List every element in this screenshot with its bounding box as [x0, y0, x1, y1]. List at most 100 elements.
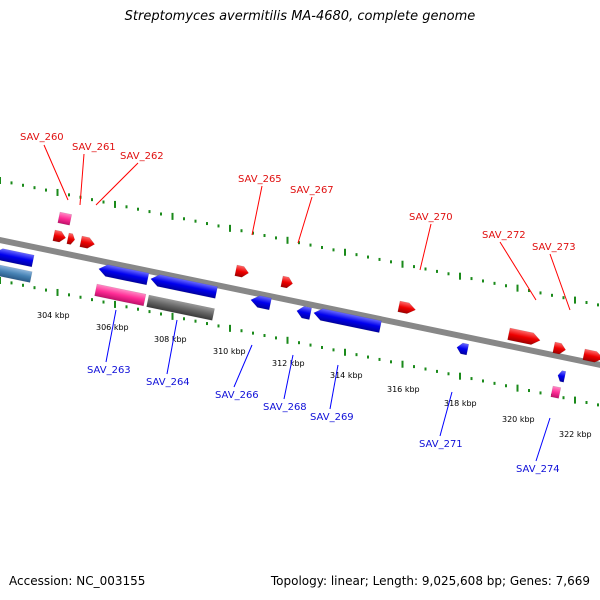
forward-tick-mark	[148, 210, 151, 214]
forward-tick-mark	[574, 296, 576, 304]
reverse-tick-mark	[263, 334, 266, 338]
forward-tick-mark	[33, 186, 36, 190]
gene-leader-line	[79, 153, 85, 206]
reverse-tick-mark	[401, 360, 404, 368]
gene-leader-line	[233, 344, 253, 388]
gene-leader-line	[95, 162, 139, 206]
tick-label: 320 kbp	[502, 415, 535, 424]
gene-label[interactable]: SAV_260	[20, 132, 64, 143]
forward-tick-mark	[321, 245, 323, 249]
reverse-tick-mark	[160, 312, 162, 316]
forward-tick-mark	[413, 265, 415, 269]
reverse-tick-mark	[539, 391, 542, 395]
forward-tick-mark	[102, 200, 105, 204]
gene-arrow-forward	[79, 235, 95, 249]
forward-tick-mark	[505, 284, 507, 288]
gene-leader-line	[329, 364, 339, 410]
tick-label: 304 kbp	[37, 311, 70, 320]
gene-label[interactable]: SAV_271	[419, 439, 463, 450]
reverse-tick-mark	[56, 288, 59, 296]
gene-label[interactable]: SAV_272	[482, 230, 526, 241]
reverse-tick-mark	[286, 336, 289, 344]
gene-label[interactable]: SAV_274	[516, 464, 560, 475]
gene-leader-line	[419, 223, 432, 271]
gene-leader-line	[283, 354, 294, 400]
gene-label[interactable]: SAV_265	[238, 174, 282, 185]
forward-tick-mark	[493, 281, 496, 285]
forward-tick-mark	[137, 207, 139, 211]
forward-tick-mark	[355, 253, 358, 257]
reverse-tick-mark	[10, 281, 13, 285]
gene-label[interactable]: SAV_269	[310, 412, 354, 423]
reverse-tick-mark	[505, 384, 507, 388]
reverse-tick-mark	[183, 317, 185, 321]
gene-label[interactable]: SAV_261	[72, 142, 116, 153]
reverse-tick-mark	[424, 367, 427, 371]
reverse-tick-mark	[470, 377, 473, 381]
reverse-tick-mark	[562, 396, 565, 400]
gene-arrow-forward	[66, 232, 76, 245]
forward-tick-mark	[217, 224, 220, 228]
reverse-tick-mark	[240, 329, 243, 333]
reverse-tick-mark	[459, 372, 461, 380]
forward-tick-mark	[194, 219, 197, 223]
forward-tick-mark	[56, 188, 59, 196]
reverse-tick-mark	[0, 277, 1, 284]
forward-tick-mark	[459, 272, 461, 280]
forward-tick-mark	[562, 296, 565, 300]
forward-tick-mark	[298, 241, 300, 245]
forward-tick-mark	[240, 229, 243, 233]
tick-label: 322 kbp	[559, 430, 592, 439]
gene-leader-line	[535, 417, 551, 462]
gene-arrow-reverse	[456, 342, 470, 356]
reverse-tick-mark	[355, 353, 358, 357]
gene-label[interactable]: SAV_268	[263, 402, 307, 413]
gene-label[interactable]: SAV_263	[87, 365, 131, 376]
forward-tick-mark	[390, 260, 392, 264]
reverse-tick-mark	[574, 396, 576, 404]
reverse-tick-mark	[436, 369, 438, 373]
reverse-tick-mark	[206, 322, 208, 326]
gene-arrow-forward	[234, 264, 249, 278]
tick-label: 312 kbp	[272, 359, 305, 368]
gene-label[interactable]: SAV_264	[146, 377, 190, 388]
gene-label[interactable]: SAV_273	[532, 242, 576, 253]
gene-label[interactable]: SAV_270	[409, 212, 453, 223]
forward-tick-mark	[206, 222, 208, 226]
rna-gene-box	[57, 211, 73, 226]
gene-label[interactable]: SAV_266	[215, 390, 259, 401]
gene-leader-line	[251, 185, 263, 236]
reverse-tick-mark	[298, 341, 300, 345]
forward-tick-mark	[229, 224, 231, 232]
forward-tick-mark	[91, 198, 93, 202]
reverse-tick-mark	[252, 331, 254, 335]
gene-label[interactable]: SAV_262	[120, 151, 164, 162]
forward-tick-mark	[424, 267, 427, 271]
forward-tick-mark	[45, 188, 47, 192]
forward-tick-mark	[401, 260, 404, 268]
forward-tick-mark	[470, 277, 473, 281]
forward-tick-mark	[252, 231, 254, 235]
tick-label: 314 kbp	[330, 371, 363, 380]
tick-label: 308 kbp	[154, 335, 187, 344]
genome-backbone	[0, 236, 600, 368]
reverse-tick-mark	[22, 283, 24, 287]
forward-tick-mark	[482, 279, 484, 283]
gene-arrow-reverse	[313, 308, 382, 333]
gene-arrow-forward	[280, 275, 293, 289]
reverse-tick-mark	[447, 372, 450, 376]
gene-label[interactable]: SAV_267	[290, 185, 334, 196]
gene-arrow-forward	[397, 300, 416, 314]
forward-tick-mark	[286, 236, 289, 244]
reverse-tick-mark	[528, 389, 530, 393]
gene-leader-line	[105, 309, 117, 363]
forward-tick-mark	[516, 284, 519, 292]
forward-tick-mark	[309, 243, 312, 247]
map-title: Streptomyces avermitilis MA-4680, comple…	[124, 9, 476, 24]
tick-label: 318 kbp	[444, 399, 477, 408]
reverse-tick-mark	[321, 345, 323, 349]
reverse-tick-mark	[114, 300, 116, 308]
forward-tick-mark	[263, 234, 266, 238]
forward-tick-mark	[378, 257, 381, 261]
